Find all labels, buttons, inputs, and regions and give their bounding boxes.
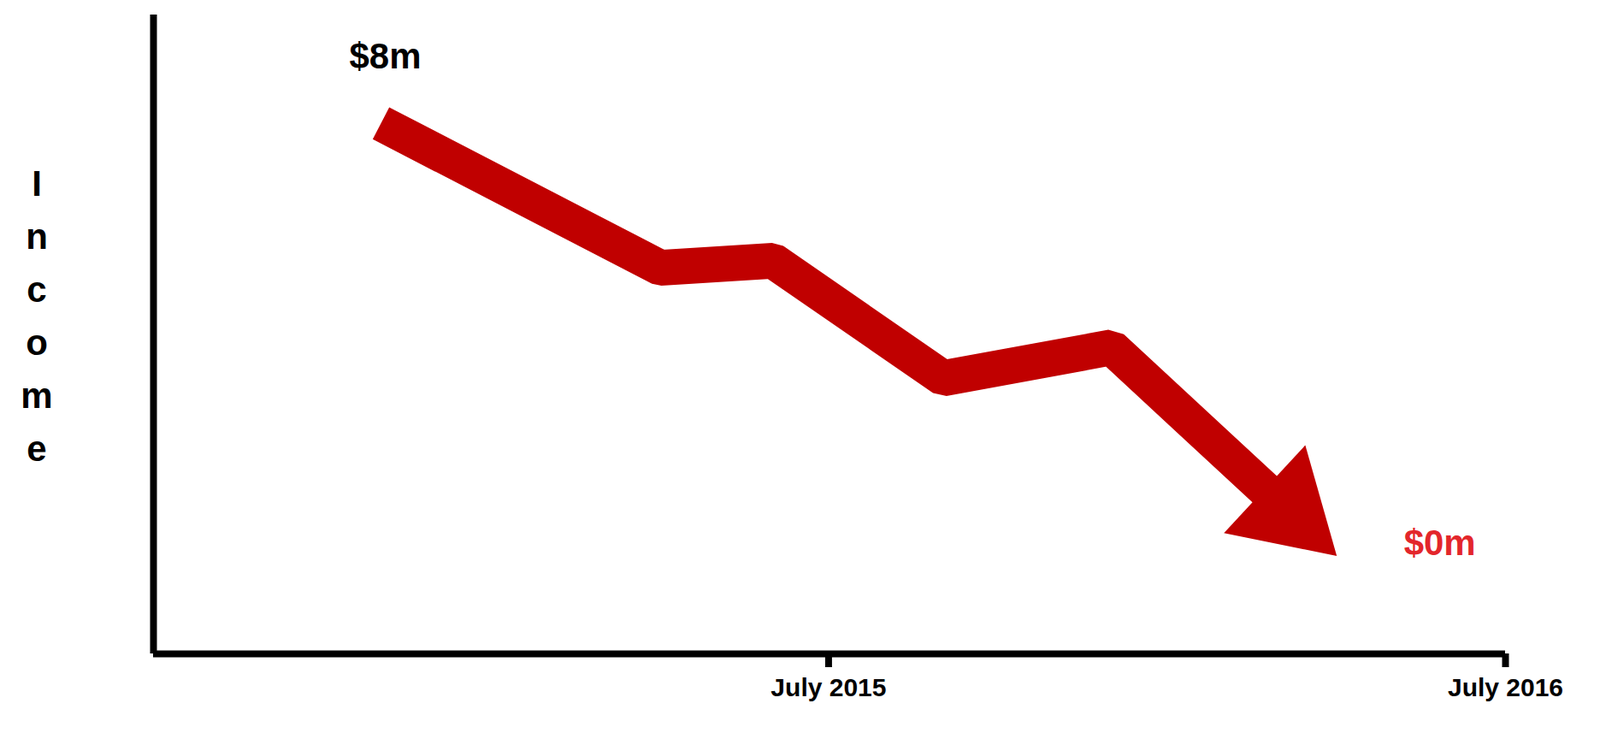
html-text:I: I	[31, 163, 42, 204]
svg-text:$0m: $0m	[1404, 522, 1477, 563]
svg-text:$8m: $8m	[348, 35, 421, 77]
html-text:c: c	[26, 269, 47, 310]
html-text:o: o	[25, 322, 48, 363]
html-text:n: n	[25, 216, 48, 257]
svg-text:July 2015: July 2015	[770, 673, 886, 702]
html-text:e: e	[26, 428, 47, 469]
svg-text:July 2016: July 2016	[1447, 673, 1564, 702]
html-text:m: m	[20, 375, 53, 416]
